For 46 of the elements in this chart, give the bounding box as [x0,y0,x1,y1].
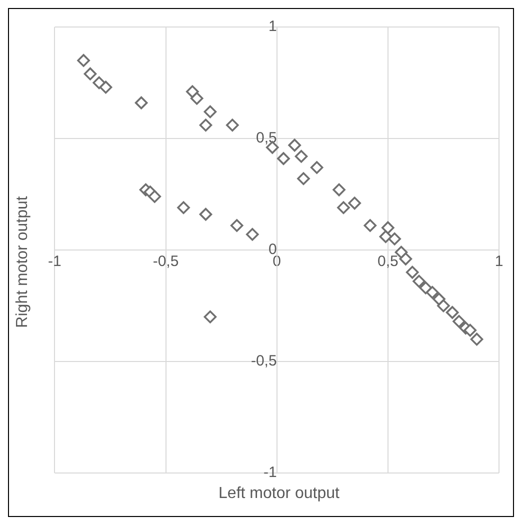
point [364,219,377,232]
point [190,92,204,105]
point [412,274,426,288]
point [332,183,346,196]
point [277,152,290,165]
point [297,172,310,186]
point [288,138,302,152]
point [464,324,477,337]
point [230,219,244,232]
y-axis-title: Right motor output [14,196,32,328]
point [426,286,439,299]
x-tick-label: 0,5 [377,253,398,270]
point [177,201,190,214]
point [446,306,459,319]
point [204,310,217,324]
y-tick-label: 1 [268,18,277,36]
point [348,196,361,210]
point [204,105,217,118]
point [199,118,212,132]
point [337,201,350,214]
point [226,118,239,132]
point [388,232,401,246]
point [379,230,392,244]
point [77,54,90,67]
point [470,332,484,346]
point [134,96,148,110]
x-axis-title: Left motor output [218,485,340,503]
point [406,266,419,279]
point [84,67,97,80]
x-tick-label: -1 [48,253,62,270]
x-tick-label: -0,5 [152,253,179,270]
point [310,161,324,174]
point [99,80,112,94]
point [148,190,162,203]
point [437,299,450,312]
point [199,208,212,221]
point [382,221,394,234]
point [246,228,259,241]
y-tick-label: 0,5 [256,130,277,147]
y-tick-label: -0,5 [250,352,277,370]
point [452,314,466,328]
point [399,252,412,266]
point [186,85,199,98]
x-tick-label: 1 [494,253,504,270]
y-tick-label: -1 [263,464,277,482]
point [294,150,308,163]
